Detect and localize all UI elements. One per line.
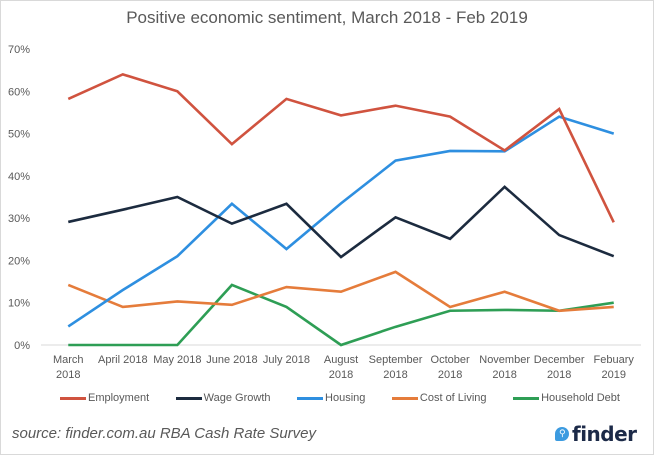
y-tick-label: 70% xyxy=(8,44,30,56)
x-tick-label: April 2018 xyxy=(98,354,148,366)
source-note: source: finder.com.au RBA Cash Rate Surv… xyxy=(12,425,317,442)
legend-label: Employment xyxy=(88,392,150,404)
legend-item-wage-growth: Wage Growth xyxy=(175,392,271,404)
legend-label: Housing xyxy=(325,392,366,404)
search-icon: ⚲ xyxy=(555,427,569,441)
legend-swatch xyxy=(60,396,86,400)
x-tick-label: March 2018 xyxy=(53,354,84,381)
legend-item-household-debt: Household Debt xyxy=(513,392,620,404)
x-axis: March 2018 April 2018 May 2018 June 2018 July… xyxy=(53,354,634,381)
y-tick-label: 60% xyxy=(8,86,30,98)
x-tick-label: June 2018 xyxy=(206,354,257,366)
series-lines xyxy=(67,72,615,347)
x-tick-label: May 2018 xyxy=(153,354,201,366)
legend-swatch xyxy=(175,396,202,400)
y-tick-label: 10% xyxy=(8,298,30,310)
y-tick-label: 50% xyxy=(8,129,30,141)
x-tick-label: September 2018 xyxy=(369,354,423,381)
y-tick-label: 30% xyxy=(8,213,30,225)
chart-title: Positive economic sentiment, March 2018 … xyxy=(126,8,528,27)
legend-item-cost-of-living: Cost of Living xyxy=(391,392,487,404)
legend-swatch xyxy=(297,396,324,400)
legend-item-housing: Housing xyxy=(297,392,365,404)
series-line-housing xyxy=(67,115,615,328)
series-line-household-debt xyxy=(68,283,614,347)
legend-swatch xyxy=(513,396,540,400)
legend-label: Household Debt xyxy=(541,392,620,404)
logo-text: finder xyxy=(572,422,637,446)
legend: Employment Wage Growth Housing Cost of L… xyxy=(60,392,620,404)
finder-logo: ⚲ finder xyxy=(555,422,637,446)
series-line-cost-of-living xyxy=(67,270,614,313)
x-tick-label: December 2018 xyxy=(534,354,585,381)
y-tick-label: 0% xyxy=(14,340,30,352)
y-axis: 0% 10% 20% 30% 40% 50% 60% 70% xyxy=(8,44,30,352)
x-tick-label: November 2018 xyxy=(479,354,530,381)
x-tick-label: Febuary 2019 xyxy=(594,354,635,381)
x-tick-label: July 2018 xyxy=(263,354,310,366)
x-tick-label: August 2018 xyxy=(324,354,358,381)
y-tick-label: 40% xyxy=(8,171,30,183)
legend-label: Wage Growth xyxy=(203,392,271,404)
legend-item-employment: Employment xyxy=(60,392,149,404)
legend-label: Cost of Living xyxy=(419,392,487,404)
y-tick-label: 20% xyxy=(8,255,30,267)
legend-swatch xyxy=(391,396,418,400)
x-tick-label: October 2018 xyxy=(431,354,470,381)
series-line-wage-growth xyxy=(67,185,615,259)
series-line-employment xyxy=(67,72,615,223)
